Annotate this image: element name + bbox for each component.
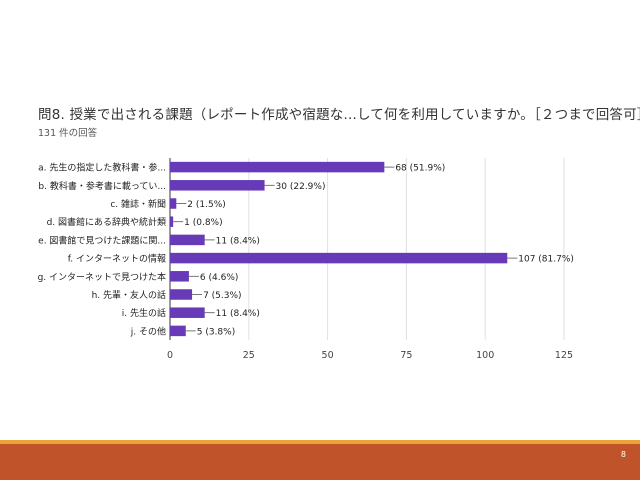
data-label: 5 (3.8%)	[197, 327, 235, 337]
x-tick-label: 0	[167, 350, 173, 361]
bar	[170, 325, 186, 337]
bar	[170, 252, 508, 264]
x-tick-label: 25	[243, 350, 255, 361]
bar	[170, 161, 385, 173]
category-label: e. 図書館で見つけた課題に関...	[38, 234, 166, 246]
category-label: j. その他	[130, 325, 166, 337]
x-tick-label: 125	[555, 350, 573, 361]
data-label: 11 (8.4%)	[216, 309, 260, 319]
footer-band	[0, 444, 640, 480]
bar	[170, 234, 205, 246]
response-count: 131 件の回答	[38, 128, 98, 139]
x-tick-label: 50	[322, 350, 334, 361]
data-label: 107 (81.7%)	[518, 255, 574, 265]
chart-title: 問8. 授業で出される課題（レポート作成や宿題な...して何を利用していますか。…	[38, 107, 640, 123]
data-label: 11 (8.4%)	[216, 236, 260, 246]
bar	[170, 271, 189, 282]
category-label: c. 雑誌・新聞	[110, 198, 166, 210]
data-label: 7 (5.3%)	[203, 291, 241, 301]
category-label: d. 図書館にある辞典や統計類	[47, 216, 166, 228]
bar	[170, 307, 205, 318]
category-label: h. 先輩・友人の話	[92, 289, 166, 301]
footer-accent-stripe	[0, 440, 640, 444]
category-label: b. 教科書・参考書に載ってい...	[38, 180, 166, 192]
category-label: a. 先生の指定した教科書・参...	[38, 162, 166, 174]
data-label: 6 (4.6%)	[200, 273, 238, 283]
bar	[170, 198, 177, 209]
category-label: i. 先生の話	[122, 307, 166, 319]
data-label: 30 (22.9%)	[276, 182, 326, 192]
data-label: 68 (51.9%)	[395, 164, 445, 174]
bar	[170, 216, 174, 227]
category-label: f. インターネットの情報	[68, 253, 166, 265]
bar	[170, 180, 265, 191]
data-label: 2 (1.5%)	[187, 200, 225, 210]
x-tick-label: 75	[400, 350, 412, 361]
category-label: g. インターネットで見つけた本	[38, 271, 166, 283]
data-label: 1 (0.8%)	[184, 218, 222, 228]
page-number: 8	[620, 450, 626, 459]
x-tick-label: 100	[476, 350, 494, 361]
bar	[170, 289, 193, 300]
